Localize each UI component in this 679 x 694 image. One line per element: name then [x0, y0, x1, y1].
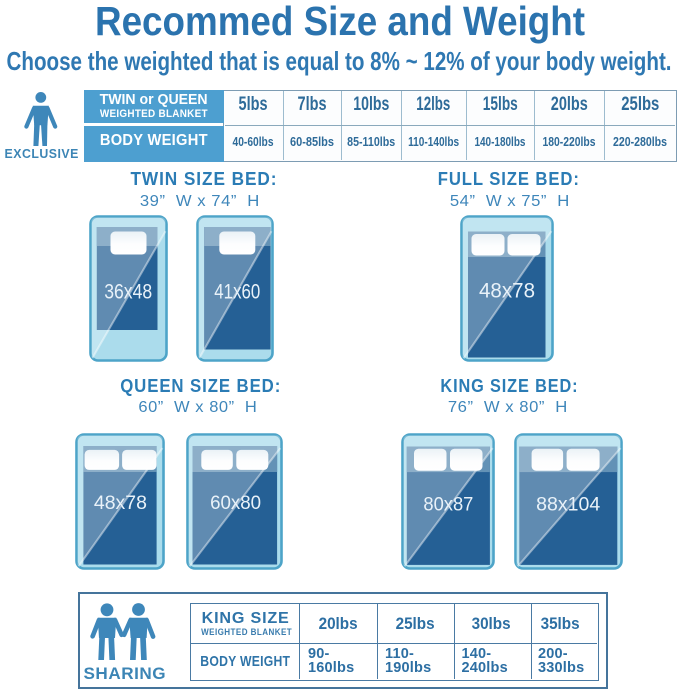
svg-text:41x60: 41x60	[214, 281, 260, 304]
svg-text:36x48: 36x48	[104, 281, 152, 304]
svg-text:80x87: 80x87	[423, 494, 473, 516]
svg-text:48x78: 48x78	[479, 280, 535, 303]
svg-text:48x78: 48x78	[94, 492, 147, 514]
svg-text:60x80: 60x80	[210, 492, 261, 514]
svg-text:88x104: 88x104	[536, 494, 600, 516]
